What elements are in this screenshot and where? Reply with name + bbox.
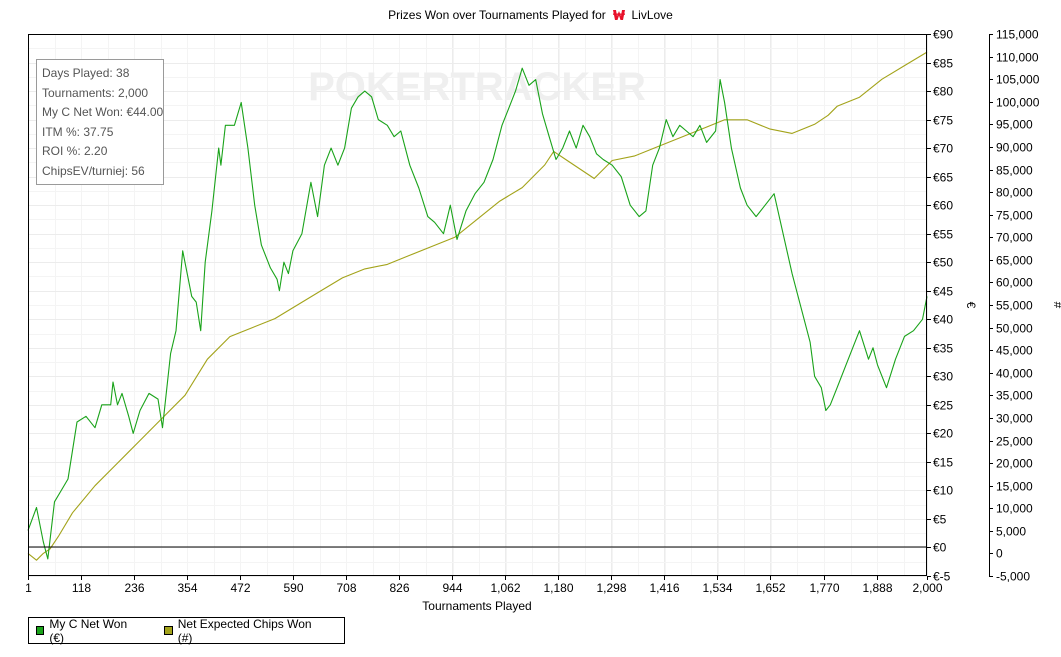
- x-axis: 1 118 236 354 472 590 708 826 944 1,062 1,180 1,298…: [25, 576, 943, 595]
- chart-title-prefix: Prizes Won over Tournaments Played for: [388, 8, 606, 22]
- y-right-tick-label: 90,000: [996, 141, 1033, 155]
- y-right-tick-label: 35,000: [996, 389, 1033, 403]
- y-left-tick-label: €70: [933, 142, 953, 156]
- y-left-tick-label: €0: [933, 541, 947, 555]
- x-tick-label: 1,534: [702, 581, 732, 595]
- y-right-tick-label: 30,000: [996, 412, 1033, 426]
- y-axis-right: 115,000 110,000 105,000 100,000 95,000 90,000…: [989, 28, 1040, 584]
- y-right-tick-label: 105,000: [996, 73, 1040, 87]
- stat-roi: ROI %: 2.20: [42, 144, 108, 159]
- legend-label-expected-chips: Net Expected Chips Won (#): [177, 616, 312, 645]
- y-left-tick-label: €15: [933, 456, 953, 470]
- y-left-tick-label: €60: [933, 199, 953, 213]
- y-axis-left-label: €: [964, 302, 978, 309]
- y-right-tick-label: 95,000: [996, 118, 1033, 132]
- legend-swatch-net-won: [36, 626, 45, 635]
- y-right-tick-label: 5,000: [996, 525, 1026, 539]
- x-tick-label: 2,000: [912, 581, 942, 595]
- y-right-tick-label: 25,000: [996, 435, 1033, 449]
- y-right-tick-label: 10,000: [996, 502, 1033, 516]
- y-left-tick-label: €45: [933, 285, 953, 299]
- x-tick-label: 590: [283, 581, 303, 595]
- y-right-tick-label: 85,000: [996, 164, 1033, 178]
- y-left-tick-label: €25: [933, 399, 953, 413]
- x-tick-label: 354: [177, 581, 197, 595]
- x-tick-label: 1,652: [755, 581, 785, 595]
- y-right-tick-label: 50,000: [996, 322, 1033, 336]
- y-left-tick-label: €90: [933, 28, 953, 42]
- x-tick-label: 1,298: [596, 581, 626, 595]
- series-line-expected-chips: [27, 51, 928, 561]
- legend-swatch-expected-chips: [164, 626, 173, 635]
- series-line-net-won: [27, 67, 928, 560]
- y-right-tick-label: 40,000: [996, 367, 1033, 381]
- stat-itm: ITM %: 37.75: [42, 124, 114, 139]
- x-axis-label: Tournaments Played: [422, 599, 531, 613]
- x-tick-label: 236: [124, 581, 144, 595]
- y-right-tick-label: 45,000: [996, 344, 1033, 358]
- y-axis-right-label: #: [1051, 302, 1061, 309]
- x-tick-label: 944: [442, 581, 462, 595]
- y-left-tick-label: €30: [933, 370, 953, 384]
- y-right-tick-label: 65,000: [996, 254, 1033, 268]
- y-left-tick-label: €35: [933, 342, 953, 356]
- x-tick-label: 1,888: [862, 581, 892, 595]
- player-name: LivLove: [631, 8, 673, 22]
- y-left-tick-label: €75: [933, 114, 953, 128]
- y-right-tick-label: 115,000: [996, 28, 1039, 42]
- x-tick-label: 708: [336, 581, 356, 595]
- series-layer: [27, 51, 928, 561]
- y-right-tick-label: 70,000: [996, 231, 1033, 245]
- stat-net-won: My C Net Won: €44.00: [42, 105, 164, 120]
- stat-days-played: Days Played: 38: [42, 66, 130, 80]
- y-left-tick-label: €65: [933, 171, 953, 185]
- legend-item-expected-chips: Net Expected Chips Won (#): [164, 617, 316, 645]
- y-left-tick-label: €10: [933, 484, 953, 498]
- legend-item-net-won: My C Net Won (€): [36, 617, 136, 645]
- y-right-tick-label: 20,000: [996, 457, 1033, 471]
- x-tick-label: 1,180: [543, 581, 573, 595]
- x-tick-label: 118: [72, 581, 91, 595]
- y-left-tick-label: €-5: [933, 570, 951, 584]
- y-left-tick-label: €20: [933, 427, 953, 441]
- y-right-tick-label: 0: [996, 547, 1003, 561]
- x-tick-label: 1,062: [490, 581, 520, 595]
- legend: My C Net Won (€) Net Expected Chips Won …: [28, 617, 345, 645]
- y-axis-left: €90 €85 €80 €75 €70 €65 €60 €55 €50 €45 €40 €35 €30 €…: [927, 28, 953, 584]
- x-tick-label: 472: [230, 581, 250, 595]
- y-left-tick-label: €5: [933, 513, 947, 527]
- y-left-tick-label: €80: [933, 85, 953, 99]
- chart-title: Prizes Won over Tournaments Played for L…: [0, 8, 1061, 22]
- stat-tournaments: Tournaments: 2,000: [42, 85, 149, 100]
- stat-chips-ev: ChipsEV/turniej: 56: [42, 163, 145, 178]
- y-right-tick-label: 75,000: [996, 209, 1033, 223]
- y-right-tick-label: 60,000: [996, 276, 1033, 290]
- x-tick-label: 1: [25, 581, 32, 595]
- y-right-tick-label: 55,000: [996, 299, 1033, 313]
- y-left-tick-label: €55: [933, 228, 953, 242]
- x-tick-label: 1,770: [809, 581, 839, 595]
- y-right-tick-label: 100,000: [996, 96, 1040, 110]
- x-tick-label: 826: [389, 581, 409, 595]
- y-right-tick-label: -5,000: [996, 570, 1030, 584]
- y-right-tick-label: 15,000: [996, 480, 1033, 494]
- plot-area-border: [28, 34, 927, 576]
- y-left-tick-label: €50: [933, 256, 953, 270]
- y-left-tick-label: €85: [933, 57, 953, 71]
- legend-label-net-won: My C Net Won (€): [49, 616, 128, 645]
- y-right-tick-label: 110,000: [996, 51, 1039, 65]
- watermark: POKERTRACKER: [308, 65, 646, 109]
- y-left-tick-label: €40: [933, 313, 953, 327]
- stats-box: Days Played: 38 Tournaments: 2,000 My C …: [36, 59, 164, 185]
- x-tick-label: 1,416: [649, 581, 679, 595]
- w-logo-icon: [613, 10, 626, 20]
- y-right-tick-label: 80,000: [996, 186, 1033, 200]
